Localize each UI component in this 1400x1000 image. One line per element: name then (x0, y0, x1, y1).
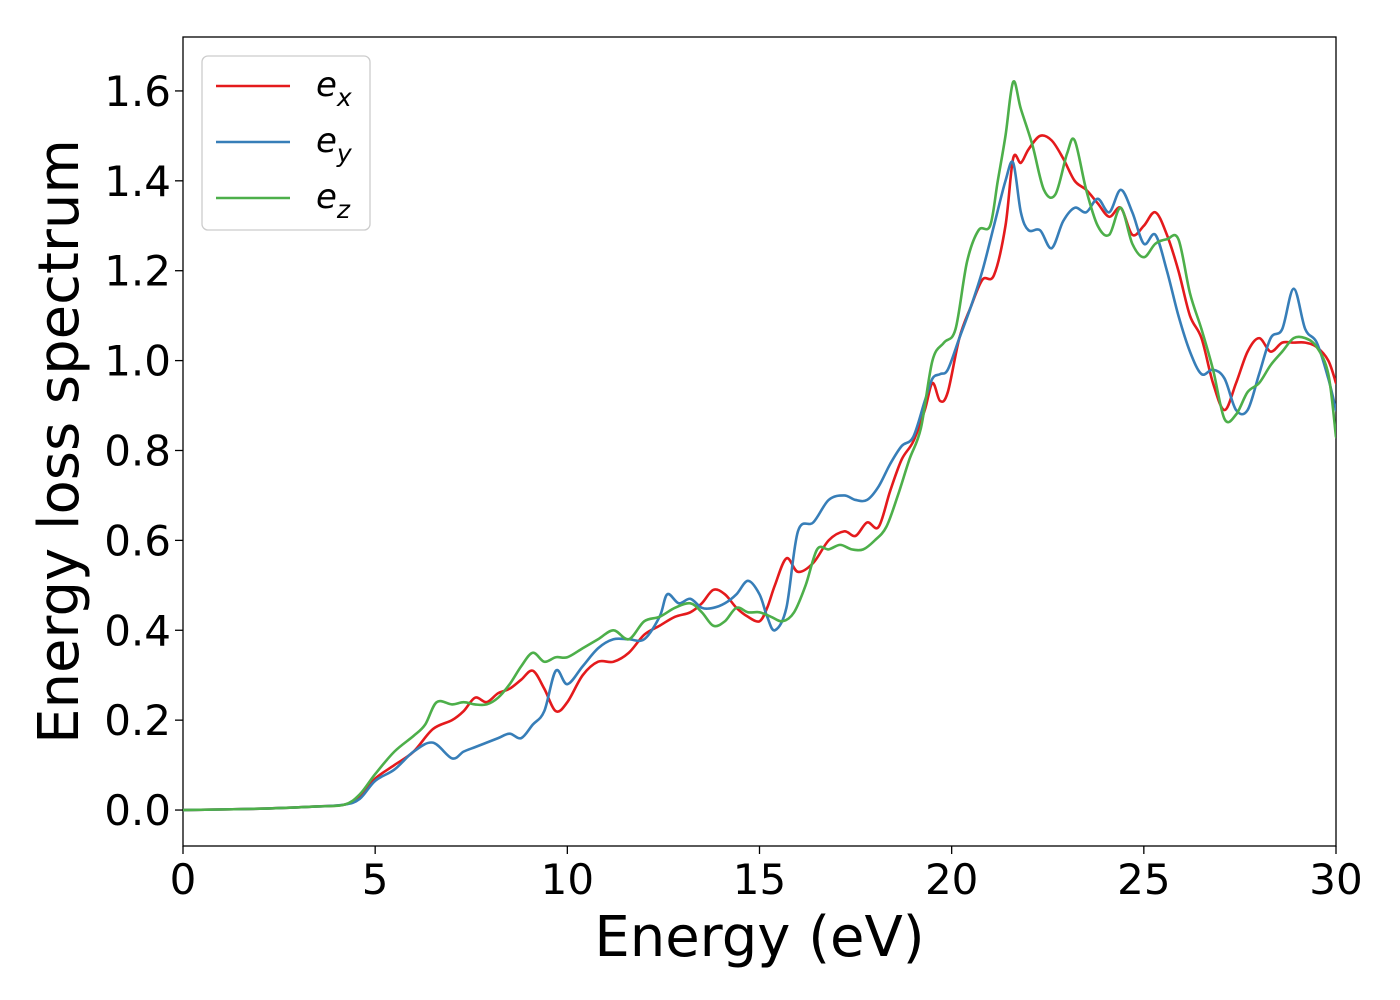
x-tick-label: 25 (1117, 855, 1170, 904)
x-tick-label: 5 (362, 855, 389, 904)
plot-frame (182, 36, 1337, 847)
plot-area (182, 36, 1337, 847)
x-axis-title: Energy (eV) (594, 905, 924, 970)
x-axis-ticks: 0 5 10 15 20 25 30 (170, 846, 1363, 904)
y-tick-label: 1.0 (104, 337, 171, 386)
y-tick-label: 0.4 (104, 606, 171, 655)
x-tick-label: 10 (541, 855, 594, 904)
y-axis-ticks: 0.0 0.2 0.4 0.6 0.8 1.0 1.2 1.4 1.6 (104, 67, 183, 835)
y-tick-label: 1.4 (104, 157, 171, 206)
y-tick-label: 1.6 (104, 67, 171, 116)
legend-item-z: ez (216, 177, 351, 224)
legend-label: ex (316, 65, 352, 112)
legend-label: ez (316, 177, 351, 224)
y-tick-label: 0.0 (104, 786, 171, 835)
y-axis-title: Energy loss spectrum (27, 139, 92, 744)
y-tick-label: 0.8 (104, 426, 171, 475)
y-tick-label: 0.6 (104, 516, 171, 565)
series-line-x (183, 134, 1336, 812)
series-line-y (183, 160, 1336, 812)
legend-item-y: ey (216, 121, 353, 168)
series-lines (183, 80, 1336, 812)
legend: ex ey ez (201, 55, 371, 231)
legend-label: ey (316, 121, 353, 168)
x-tick-label: 0 (170, 855, 197, 904)
y-tick-label: 1.2 (104, 247, 171, 296)
y-tick-label: 0.2 (104, 696, 171, 745)
x-tick-label: 20 (925, 855, 978, 904)
legend-item-x: ex (216, 65, 352, 112)
x-tick-label: 15 (733, 855, 786, 904)
series-line-z (183, 80, 1336, 812)
x-tick-label: 30 (1309, 855, 1362, 904)
